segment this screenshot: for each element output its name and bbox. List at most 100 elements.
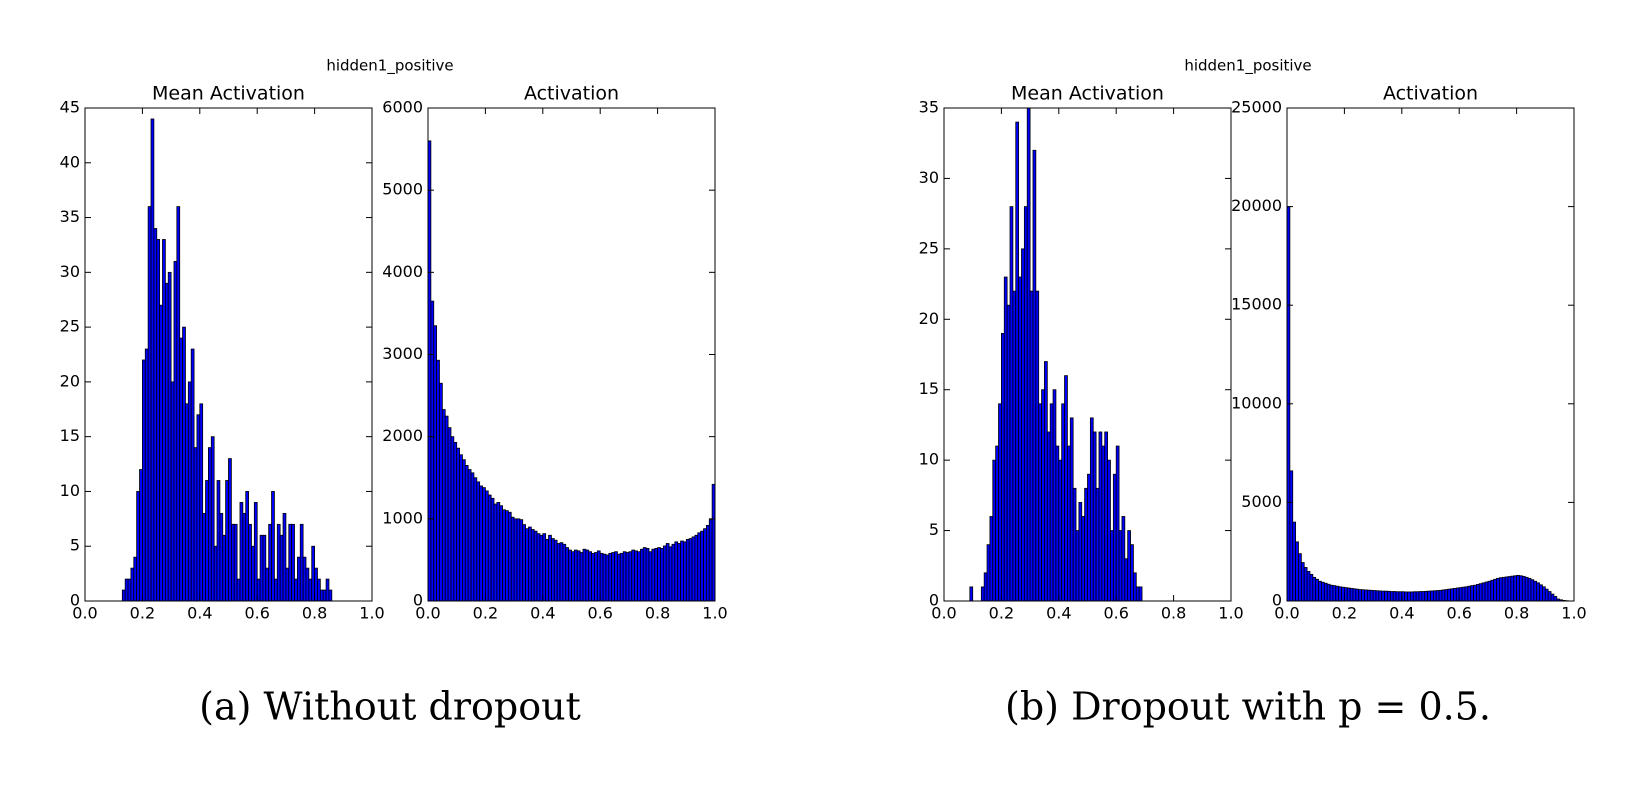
bar — [605, 554, 610, 602]
bar — [571, 551, 575, 602]
bar — [585, 549, 590, 602]
bar — [1387, 590, 1391, 602]
bar — [253, 501, 258, 602]
bar — [1052, 389, 1057, 602]
bar — [1018, 276, 1022, 602]
bar — [225, 480, 229, 602]
axes-frame — [943, 107, 1232, 602]
y-tick-label: 25000 — [1231, 98, 1282, 117]
y-tick-label: 5 — [929, 520, 939, 539]
bar — [1064, 375, 1068, 602]
bar — [450, 436, 455, 602]
panel-title: Activation — [1383, 83, 1478, 105]
bar — [1392, 591, 1397, 602]
bar — [317, 578, 321, 602]
y-tick-label: 4000 — [382, 262, 423, 281]
bar — [208, 447, 212, 602]
bar — [674, 541, 679, 602]
bar — [1041, 389, 1045, 602]
bar — [210, 436, 215, 602]
bar — [1323, 582, 1328, 602]
bar — [1430, 590, 1434, 602]
y-tick-label: 30 — [60, 262, 80, 281]
bar — [1533, 580, 1538, 602]
y-tick-label: 5 — [70, 536, 80, 555]
suptitle: hidden1_positive — [326, 57, 453, 76]
x-tick-label: 0.8 — [1504, 604, 1529, 623]
bar — [671, 543, 676, 602]
bar — [265, 567, 270, 602]
bar — [216, 480, 221, 602]
bar — [185, 403, 189, 602]
bar — [1124, 558, 1129, 602]
x-tick-label: 0.2 — [130, 604, 155, 623]
bar — [700, 530, 704, 602]
bar — [1118, 530, 1123, 602]
bar — [190, 348, 195, 602]
x-tick-label: 0.0 — [931, 604, 956, 623]
bar — [1312, 576, 1317, 602]
y-tick-label: 5000 — [382, 180, 423, 199]
bar — [1438, 589, 1443, 602]
bar — [986, 544, 991, 602]
bar — [1326, 583, 1331, 602]
bar — [591, 552, 595, 602]
x-tick-label: 0.2 — [1332, 604, 1357, 623]
bar — [588, 551, 592, 602]
bar — [1389, 591, 1394, 602]
bar — [490, 497, 495, 602]
y-tick-label: 35 — [60, 207, 80, 226]
bar — [294, 578, 298, 602]
y-tick-label: 0 — [413, 591, 423, 610]
bar — [325, 578, 330, 602]
bar — [642, 547, 647, 602]
bar — [662, 545, 667, 602]
bar — [242, 512, 247, 602]
bar — [634, 550, 638, 602]
bar — [556, 543, 561, 602]
bar — [459, 454, 463, 602]
bar — [219, 512, 224, 602]
bar — [1084, 487, 1088, 602]
suptitle: hidden1_positive — [1184, 57, 1311, 76]
bar — [1135, 586, 1140, 602]
bar — [167, 271, 172, 602]
bar — [654, 548, 658, 602]
bars — [1286, 206, 1572, 602]
x-tick-label: 0.2 — [473, 604, 498, 623]
bar — [628, 551, 633, 602]
x-tick-label: 1.0 — [1561, 604, 1586, 623]
bar — [1498, 577, 1503, 602]
bar — [657, 547, 661, 602]
y-tick-label: 0 — [70, 591, 80, 610]
bar — [1441, 589, 1446, 602]
bar — [170, 381, 175, 602]
bar — [1536, 582, 1540, 602]
bar — [513, 518, 518, 602]
bar — [1026, 107, 1031, 602]
bar — [525, 528, 529, 602]
bar — [1321, 581, 1325, 602]
bar — [245, 491, 249, 602]
bar — [533, 530, 538, 602]
bar — [1003, 276, 1008, 602]
bar — [1298, 553, 1302, 602]
bar — [1130, 544, 1134, 602]
bar — [1029, 290, 1034, 602]
bar — [133, 556, 138, 602]
bar — [668, 546, 673, 602]
bar — [507, 511, 512, 602]
bar — [680, 540, 684, 602]
bar — [1524, 576, 1529, 602]
bar — [539, 534, 544, 602]
bar — [599, 552, 604, 602]
y-tick-label: 40 — [60, 152, 80, 171]
bar — [439, 382, 443, 602]
bar — [1295, 541, 1299, 602]
bar — [1521, 575, 1526, 602]
y-tick-label: 45 — [60, 98, 80, 117]
x-tick-label: 0.4 — [187, 604, 212, 623]
bar — [127, 578, 132, 602]
bar — [1355, 588, 1360, 602]
bar — [1087, 473, 1091, 602]
